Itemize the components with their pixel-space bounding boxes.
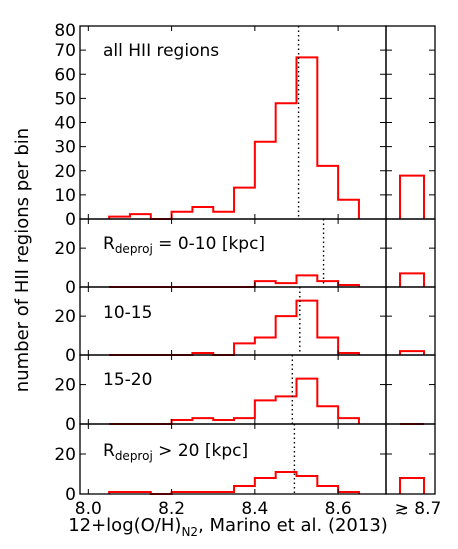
y-tick-label: 0 <box>65 278 76 298</box>
y-tick-label: 10 <box>54 186 76 206</box>
overflow-frame <box>385 25 436 220</box>
x-axis-label: 12+log(O/H)N2, Marino et al. (2013) <box>68 515 388 539</box>
y-tick-label: 60 <box>54 65 76 85</box>
panel-title: 15-20 <box>103 370 152 390</box>
x-tick-label: 8.4 <box>241 499 268 519</box>
y-tick-label: 0 <box>65 346 76 366</box>
y-tick-label: 20 <box>54 376 76 396</box>
y-tick-label: 0 <box>65 415 76 435</box>
overflow-bin <box>399 272 425 287</box>
panel-title: Rdeproj = 0-10 [kpc] <box>103 234 265 256</box>
histogram-series <box>108 471 360 495</box>
panel-title-sub: deproj <box>115 242 153 256</box>
overflow-frame <box>385 354 436 425</box>
panel-title: all HII regions <box>103 41 219 61</box>
panel-title-main: R <box>103 441 115 461</box>
panel-title-suffix: = 0-10 [kpc] <box>153 234 265 254</box>
y-tick-label: 20 <box>54 445 76 465</box>
y-tick-label: 50 <box>54 89 76 109</box>
x-axis-label-suffix: , Marino et al. (2013) <box>198 515 388 536</box>
x-axis-label-main: 12+log(O/H) <box>68 515 181 536</box>
y-tick-label: 0 <box>65 210 76 230</box>
y-tick-label: 40 <box>54 114 76 134</box>
overflow-tick-label: ≳ 8.7 <box>395 499 442 519</box>
y-tick-label: 0 <box>65 485 76 505</box>
y-tick-label: 20 <box>54 307 76 327</box>
overflow-bin <box>399 350 425 355</box>
panel-title: 10-15 <box>103 303 152 323</box>
x-tick-label: 8.0 <box>75 499 102 519</box>
y-tick-label: 20 <box>54 239 76 259</box>
panel-title-main: R <box>103 234 115 254</box>
panel-title-suffix: > 20 [kpc] <box>153 441 248 461</box>
overflow-bin <box>399 477 425 494</box>
overflow-frame <box>385 218 436 288</box>
x-tick-label: 8.2 <box>158 499 185 519</box>
x-tick-label: 8.6 <box>325 499 352 519</box>
y-tick-label: 20 <box>54 162 76 182</box>
overflow-frame <box>385 286 436 356</box>
overflow-bin <box>399 174 425 219</box>
y-tick-label: 80 <box>54 21 76 41</box>
overflow-frame <box>385 423 436 495</box>
y-tick-label: 70 <box>54 41 76 61</box>
panel-title: Rdeproj > 20 [kpc] <box>103 441 248 463</box>
x-axis-label-sub: N2 <box>181 525 198 539</box>
y-axis-label: number of HII regions per bin <box>12 128 33 392</box>
histogram-series <box>109 274 360 288</box>
histogram-series <box>108 56 360 220</box>
panel-title-sub: deproj <box>115 449 153 463</box>
y-tick-label: 30 <box>54 138 76 158</box>
